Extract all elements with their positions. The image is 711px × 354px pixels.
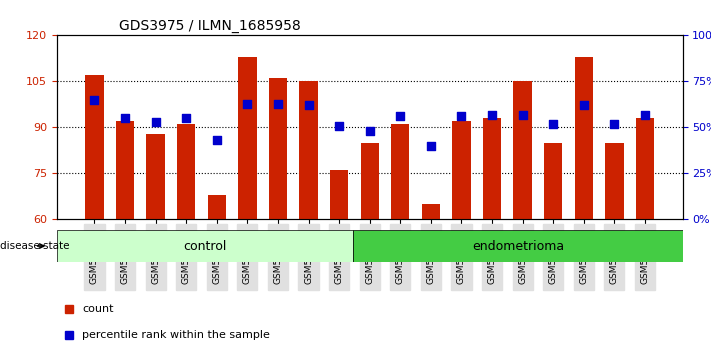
FancyBboxPatch shape: [353, 230, 683, 262]
Point: [364, 128, 375, 134]
Text: disease state: disease state: [0, 241, 70, 251]
Bar: [605, 143, 624, 219]
Point: [333, 123, 345, 129]
Bar: [177, 124, 196, 219]
Point: [547, 121, 559, 127]
Point: [181, 115, 192, 121]
Text: endometrioma: endometrioma: [472, 240, 564, 252]
Point: [303, 103, 314, 108]
Bar: [85, 75, 104, 219]
Point: [486, 112, 498, 118]
Bar: [330, 170, 348, 219]
Point: [119, 115, 131, 121]
Point: [150, 119, 161, 125]
Bar: [238, 57, 257, 219]
Text: count: count: [82, 304, 114, 314]
Point: [639, 112, 651, 118]
Point: [517, 112, 528, 118]
Bar: [544, 143, 562, 219]
Bar: [269, 78, 287, 219]
Point: [456, 114, 467, 119]
Bar: [299, 81, 318, 219]
Point: [578, 103, 589, 108]
Text: control: control: [183, 240, 227, 252]
Text: percentile rank within the sample: percentile rank within the sample: [82, 330, 269, 339]
Bar: [422, 204, 440, 219]
Point: [242, 101, 253, 106]
Text: GDS3975 / ILMN_1685958: GDS3975 / ILMN_1685958: [119, 19, 301, 33]
Bar: [116, 121, 134, 219]
Bar: [574, 57, 593, 219]
Point: [89, 97, 100, 103]
Bar: [452, 121, 471, 219]
Bar: [360, 143, 379, 219]
Point: [395, 114, 406, 119]
Bar: [208, 195, 226, 219]
Bar: [146, 133, 165, 219]
Point: [272, 101, 284, 106]
Point: [609, 121, 620, 127]
Bar: [636, 118, 654, 219]
Bar: [391, 124, 410, 219]
Point: [211, 137, 223, 143]
Bar: [483, 118, 501, 219]
Point: [425, 143, 437, 149]
FancyBboxPatch shape: [57, 230, 353, 262]
Bar: [513, 81, 532, 219]
